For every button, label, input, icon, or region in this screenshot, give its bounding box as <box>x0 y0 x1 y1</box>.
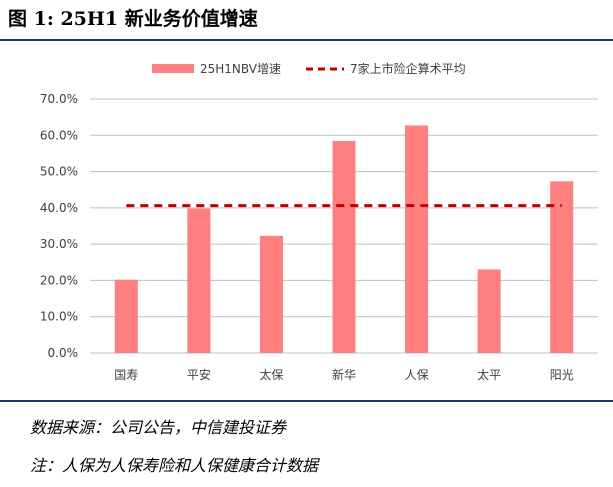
x-tick-label: 国寿 <box>114 368 138 382</box>
top-rule <box>0 39 613 41</box>
y-tick-label: 40.0% <box>40 201 78 215</box>
y-tick-label: 10.0% <box>40 310 78 324</box>
bar <box>477 269 501 353</box>
x-axis-ticks: 国寿 平安 太保 新华 人保 太平 阳光 <box>114 367 573 382</box>
bar <box>114 279 138 353</box>
y-tick-label: 50.0% <box>40 165 78 179</box>
x-tick-label: 平安 <box>187 367 211 382</box>
y-tick-label: 70.0% <box>40 92 78 106</box>
bar <box>259 235 283 353</box>
x-tick-label: 太保 <box>259 367 283 382</box>
footnote: 注：人保为人保寿险和人保健康合计数据 <box>30 456 319 475</box>
y-tick-label: 20.0% <box>40 273 78 287</box>
bar <box>405 125 429 353</box>
bar <box>187 208 211 353</box>
x-tick-label: 阳光 <box>550 368 574 382</box>
legend-swatch-bar <box>152 64 194 73</box>
source-note: 数据来源：公司公告，中信建投证券 <box>30 418 287 437</box>
bars <box>114 125 574 353</box>
legend-label-bar: 25H1NBV增速 <box>200 62 281 76</box>
chart: 25H1NBV增速 7家上市险企算术平均 0.0% 10.0% 20.0% 30.0%… <box>40 61 598 382</box>
figure-title: 图 1: 25H1 新业务价值增速 <box>8 8 258 30</box>
y-axis-ticks: 0.0% 10.0% 20.0% 30.0% 40.0% 50.0% 60.0% 70.0% <box>40 92 78 360</box>
x-tick-label: 人保 <box>405 368 429 382</box>
y-tick-label: 60.0% <box>40 128 78 142</box>
y-tick-label: 30.0% <box>40 237 78 251</box>
bar <box>332 141 356 353</box>
bar <box>550 181 574 353</box>
y-tick-label: 0.0% <box>48 346 79 360</box>
legend-label-line: 7家上市险企算术平均 <box>350 61 466 76</box>
legend: 25H1NBV增速 7家上市险企算术平均 <box>152 61 466 76</box>
x-tick-label: 太平 <box>477 367 501 382</box>
bottom-rule <box>0 400 613 402</box>
x-tick-label: 新华 <box>332 367 356 382</box>
